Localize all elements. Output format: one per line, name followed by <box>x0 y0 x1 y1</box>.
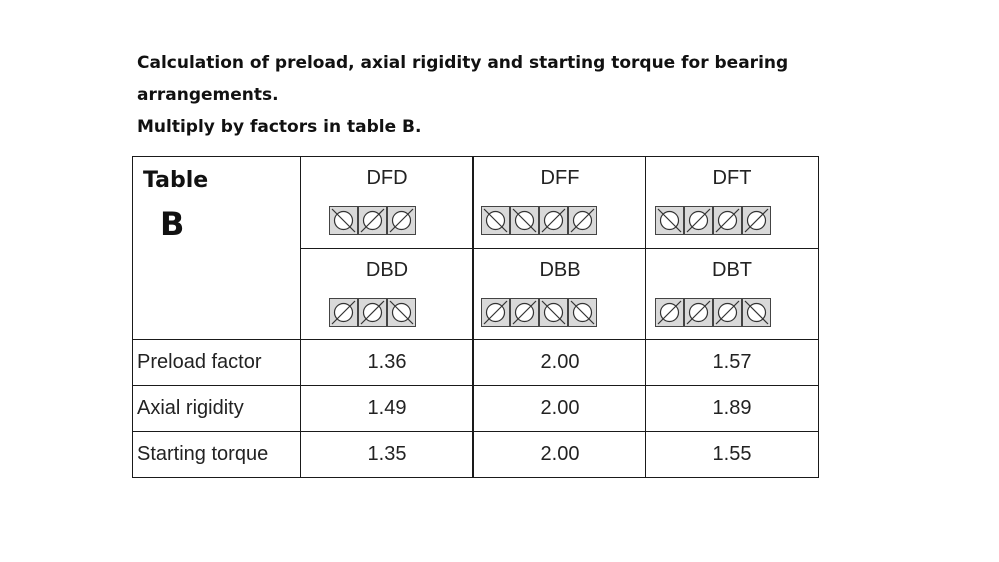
bearing-diagram-dfd <box>329 206 416 235</box>
heading-line-2: arrangements. <box>137 85 279 105</box>
table-col-divider-3 <box>645 156 646 478</box>
bearing-icon <box>570 208 595 233</box>
row-label-starting-torque: Starting torque <box>137 443 269 465</box>
bearing-icon <box>541 208 566 233</box>
bearing-symbol-fwd <box>329 298 358 327</box>
bearing-icon <box>657 208 682 233</box>
table-divider-row2 <box>132 431 819 432</box>
bearing-symbol-back <box>329 206 358 235</box>
row-label-axial-rigidity: Axial rigidity <box>137 397 244 419</box>
bearing-diagram-dff <box>481 206 597 235</box>
bearing-icon <box>512 208 537 233</box>
arrangement-name-dbd: DBD <box>365 259 409 281</box>
arrangement-name-dbb: DBB <box>539 259 581 281</box>
bearing-symbol-fwd <box>481 298 510 327</box>
bearing-symbol-back <box>655 206 684 235</box>
bearing-symbol-fwd <box>713 298 742 327</box>
bearing-symbol-back <box>539 298 568 327</box>
bearing-icon <box>541 300 566 325</box>
bearing-icon <box>331 208 356 233</box>
bearing-icon <box>389 208 414 233</box>
bearing-symbol-fwd <box>742 206 771 235</box>
cell-torque-dft-dbt: 1.55 <box>712 443 752 465</box>
cell-rigidity-dft-dbt: 1.89 <box>712 397 752 419</box>
bearing-icon <box>360 300 385 325</box>
heading: Calculation of preload, axial rigidity a… <box>137 47 789 143</box>
bearing-icon <box>686 208 711 233</box>
bearing-symbol-fwd <box>684 206 713 235</box>
bearing-symbol-fwd <box>539 206 568 235</box>
arrangement-name-dfd: DFD <box>366 167 408 189</box>
bearing-symbol-back <box>742 298 771 327</box>
table-letter: B <box>160 205 185 243</box>
bearing-symbol-back <box>568 298 597 327</box>
bearing-icon <box>570 300 595 325</box>
bearing-icon <box>715 208 740 233</box>
bearing-icon <box>686 300 711 325</box>
row-label-preload-factor: Preload factor <box>137 351 262 373</box>
cell-preload-dfd-dbd: 1.36 <box>367 351 407 373</box>
heading-line-1: Calculation of preload, axial rigidity a… <box>137 53 789 73</box>
table-divider-row1 <box>132 385 819 386</box>
table-label: Table <box>143 168 209 193</box>
bearing-diagram-dbt <box>655 298 771 327</box>
bearing-icon <box>483 300 508 325</box>
bearing-symbol-fwd <box>358 206 387 235</box>
cell-preload-dft-dbt: 1.57 <box>712 351 752 373</box>
heading-line-3: Multiply by factors in table B. <box>137 117 422 137</box>
bearing-icon <box>715 300 740 325</box>
arrangement-name-dft: DFT <box>712 167 752 189</box>
cell-torque-dfd-dbd: 1.35 <box>367 443 407 465</box>
table-border-top <box>132 156 819 157</box>
cell-rigidity-dff-dbb: 2.00 <box>540 397 580 419</box>
cell-torque-dff-dbb: 2.00 <box>540 443 580 465</box>
bearing-icon <box>331 300 356 325</box>
bearing-icon <box>744 208 769 233</box>
bearing-symbol-back <box>387 298 416 327</box>
table-divider-arrangements <box>300 248 819 249</box>
bearing-icon <box>389 300 414 325</box>
bearing-diagram-dbb <box>481 298 597 327</box>
bearing-symbol-fwd <box>568 206 597 235</box>
bearing-symbol-fwd <box>510 298 539 327</box>
bearing-diagram-dbd <box>329 298 416 327</box>
table-col-divider-1 <box>300 156 301 478</box>
bearing-icon <box>360 208 385 233</box>
bearing-diagram-dft <box>655 206 771 235</box>
table-border-bottom <box>132 477 819 478</box>
bearing-symbol-back <box>481 206 510 235</box>
table-divider-header <box>132 339 819 340</box>
table-border-right <box>818 156 819 478</box>
table-col-divider-2 <box>472 156 474 478</box>
bearing-icon <box>744 300 769 325</box>
bearing-symbol-fwd <box>684 298 713 327</box>
cell-preload-dff-dbb: 2.00 <box>540 351 580 373</box>
bearing-icon <box>512 300 537 325</box>
arrangement-name-dff: DFF <box>540 167 580 189</box>
cell-rigidity-dfd-dbd: 1.49 <box>367 397 407 419</box>
bearing-symbol-fwd <box>655 298 684 327</box>
bearing-symbol-fwd <box>387 206 416 235</box>
bearing-symbol-fwd <box>358 298 387 327</box>
arrangement-name-dbt: DBT <box>712 259 752 281</box>
bearing-symbol-fwd <box>713 206 742 235</box>
bearing-icon <box>657 300 682 325</box>
bearing-icon <box>483 208 508 233</box>
bearing-symbol-back <box>510 206 539 235</box>
table-border-left <box>132 156 133 478</box>
